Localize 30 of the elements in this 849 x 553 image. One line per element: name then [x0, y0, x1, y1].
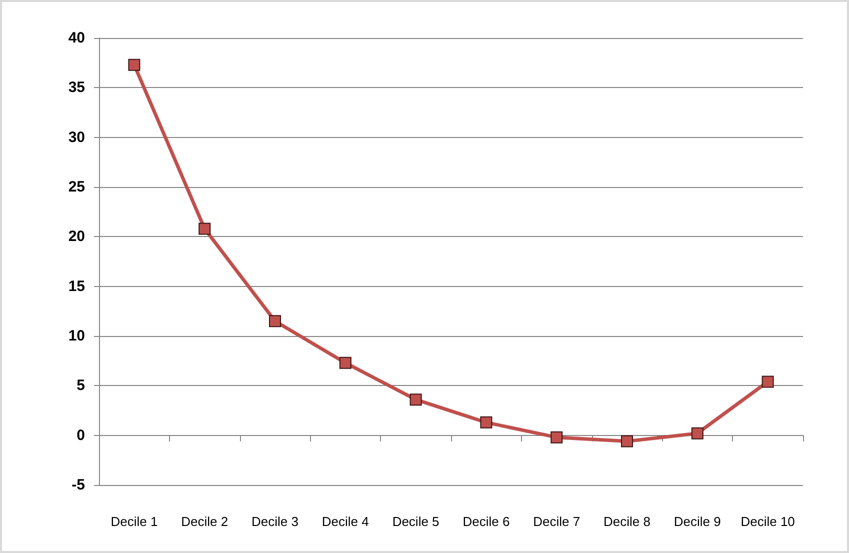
y-tick-label: -5 — [72, 476, 85, 494]
x-tick-label: Decile 5 — [392, 514, 440, 529]
x-tick-label: Decile 3 — [252, 514, 298, 529]
point — [410, 394, 422, 406]
point — [339, 356, 352, 369]
x-tick-label: Decile 2 — [181, 514, 228, 529]
y-tick-label: 35 — [68, 79, 85, 96]
x-tick-label: Decile 8 — [604, 514, 650, 529]
y-tick-label: 15 — [68, 278, 85, 295]
y-tick-label: 5 — [76, 377, 85, 394]
y-tick-label: 20 — [68, 228, 85, 246]
x-tick-label: Decile 1 — [110, 514, 158, 529]
x-tick-label: Decile 4 — [322, 514, 369, 529]
x-tick-label: Decile 6 — [462, 514, 510, 529]
point — [691, 427, 704, 440]
point — [762, 376, 774, 388]
y-tick-label: 40 — [68, 30, 85, 46]
y-tick-label: 25 — [68, 178, 85, 196]
x-tick-label: Decile 9 — [674, 514, 721, 529]
x-tick-label: Decile 10 — [740, 514, 795, 529]
point — [128, 58, 140, 71]
point — [269, 315, 281, 328]
x-tick-label: Decile 7 — [533, 514, 580, 529]
point — [198, 222, 211, 235]
y-tick-label: 10 — [68, 328, 85, 344]
point — [480, 416, 492, 428]
point — [550, 431, 563, 444]
point — [621, 435, 633, 448]
y-tick-label: 30 — [68, 128, 85, 146]
y-tick-label: 0 — [76, 426, 85, 444]
